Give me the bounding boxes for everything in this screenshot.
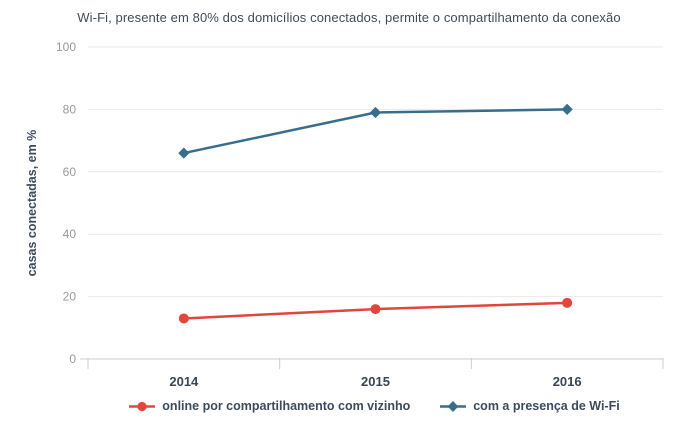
gridlines [88,46,663,298]
axes [80,358,664,369]
svg-text:40: 40 [63,227,77,241]
y-tick-labels: 0 20 40 60 80 100 [56,40,76,366]
svg-text:2016: 2016 [553,374,582,389]
diamond-marker-icon [440,400,467,412]
svg-text:2014: 2014 [169,374,199,389]
svg-text:100: 100 [56,40,76,54]
svg-text:2015: 2015 [361,374,390,389]
legend-item-wifi[interactable]: com a presença de Wi-Fi [440,399,620,413]
svg-text:60: 60 [63,165,77,179]
x-tick-labels: 2014 2015 2016 [169,374,581,389]
svg-text:80: 80 [63,102,77,116]
legend-item-vizinho[interactable]: online por compartilhamento com vizinho [129,399,410,413]
chart-title: Wi-Fi, presente em 80% dos domicílios co… [77,10,621,25]
data-series [178,103,573,324]
legend-label-wifi: com a presença de Wi-Fi [473,399,620,413]
svg-text:0: 0 [69,352,76,366]
y-axis-title: casas conectadas, em % [25,130,39,277]
plot-area: casas conectadas, em % 0 20 40 60 80 100 2014… [25,40,664,389]
svg-text:20: 20 [63,290,77,304]
circle-marker-icon [129,401,156,411]
legend-label-vizinho: online por compartilhamento com vizinho [162,399,411,413]
legend: online por compartilhamento com vizinho … [88,399,661,413]
